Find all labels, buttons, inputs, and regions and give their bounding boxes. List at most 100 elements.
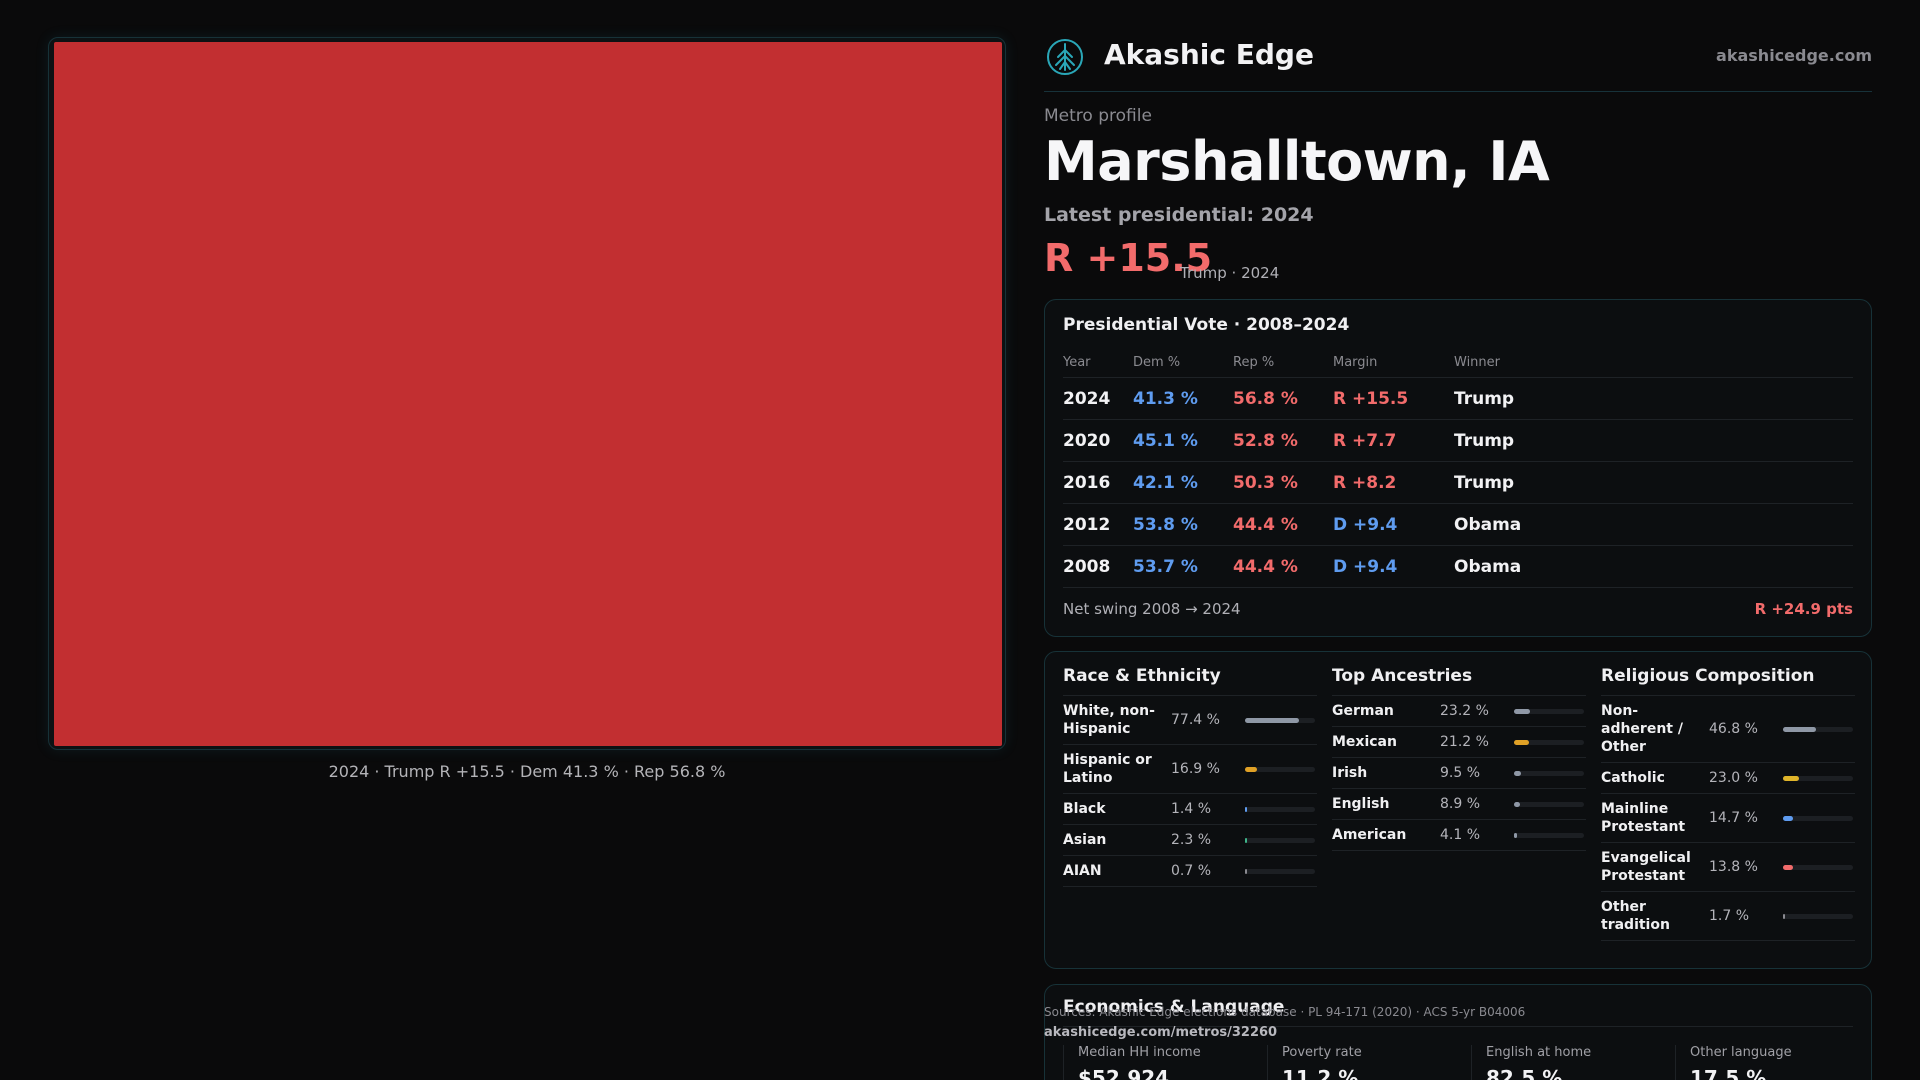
latest-margin: R +15.5 [1044,236,1213,280]
race-title: Race & Ethnicity [1063,666,1317,696]
share-bar [1245,717,1315,723]
rep-cell: 52.8 % [1233,430,1298,451]
margin-cell: D +9.4 [1333,556,1398,577]
dem-cell: 53.7 % [1133,556,1198,577]
demographics-card: Race & Ethnicity White, non-Hispanic 77.4… [1044,651,1872,969]
share-bar-fill [1783,815,1794,821]
share-bar-fill [1245,717,1300,723]
sources-note: Sources: Akashic Edge elections database… [1044,1005,1526,1019]
econ-cell-english: English at home 82.5 % [1471,1045,1661,1080]
net-swing-label: Net swing 2008 → 2024 [1063,600,1241,618]
item-value: 16.9 % [1171,761,1220,777]
share-bar [1245,806,1315,812]
winner-cell: Trump [1454,388,1515,409]
item-value: 8.9 % [1440,796,1481,812]
divider [1063,1026,1853,1027]
dem-cell: 42.1 % [1133,472,1198,493]
list-item: White, non-Hispanic 77.4 % [1063,696,1317,745]
econ-value: 82.5 % [1486,1066,1563,1080]
list-item: English 8.9 % [1332,789,1586,820]
share-bar-fill [1245,766,1257,772]
col-margin: Margin [1333,355,1378,370]
col-rep: Rep % [1233,355,1275,370]
share-bar-fill [1514,708,1531,714]
net-swing-value: R +24.9 pts [1754,600,1853,618]
item-label: American [1332,827,1407,843]
year-cell: 2012 [1063,514,1111,535]
econ-cell-income: Median HH income $52,924 [1063,1045,1253,1080]
profile-panel: Akashic Edge akashicedge.com Metro profi… [1044,0,1872,1080]
table-row: 2008 53.7 % 44.4 % D +9.4 Obama [1063,546,1853,588]
item-value: 9.5 % [1440,765,1481,781]
item-label: Black [1063,801,1106,817]
economics-title: Economics & Language [1063,997,1285,1017]
year-cell: 2024 [1063,388,1111,409]
brand-url[interactable]: akashicedge.com [1716,46,1872,65]
share-bar-fill [1514,832,1517,838]
econ-cell-poverty: Poverty rate 11.2 % [1267,1045,1457,1080]
item-label: Hispanic or Latino [1063,752,1152,786]
metro-map[interactable] [48,37,1006,750]
share-bar [1783,726,1853,732]
list-item: Other tradition 1.7 % [1601,892,1855,941]
vote-card-title: Presidential Vote · 2008–2024 [1063,315,1350,335]
econ-label: Median HH income [1078,1045,1201,1060]
permalink[interactable]: akashicedge.com/metros/32260 [1044,1025,1278,1040]
share-bar-fill [1514,739,1529,745]
item-value: 14.7 % [1709,810,1758,826]
margin-cell: R +7.7 [1333,430,1397,451]
net-swing-row: Net swing 2008 → 2024 R +24.9 pts [1063,600,1853,618]
item-value: 23.2 % [1440,703,1489,719]
year-cell: 2016 [1063,472,1111,493]
share-bar [1514,832,1584,838]
item-value: 1.4 % [1171,801,1212,817]
rep-cell: 50.3 % [1233,472,1298,493]
item-label: English [1332,796,1390,812]
share-bar [1783,815,1853,821]
vote-table: Year Dem % Rep % Margin Winner 2024 41.3… [1063,348,1853,588]
share-bar-fill [1783,864,1793,870]
item-value: 1.7 % [1709,908,1750,924]
race-ethnicity-column: Race & Ethnicity White, non-Hispanic 77.4… [1063,666,1317,887]
item-value: 4.1 % [1440,827,1481,843]
share-bar-fill [1514,770,1521,776]
list-item: Hispanic or Latino 16.9 % [1063,745,1317,794]
econ-value: 17.5 % [1690,1066,1767,1080]
list-item: Evangelical Protestant 13.8 % [1601,843,1855,892]
map-caption: 2024 · Trump R +15.5 · Dem 41.3 % · Rep … [328,762,726,781]
share-bar-fill [1245,806,1248,812]
item-value: 13.8 % [1709,859,1758,875]
list-item: American 4.1 % [1332,820,1586,851]
share-bar [1783,913,1853,919]
share-bar-fill [1514,801,1521,807]
winner-cell: Obama [1454,556,1522,577]
item-label: Asian [1063,832,1107,848]
year-cell: 2008 [1063,556,1111,577]
list-item: Catholic 23.0 % [1601,763,1855,794]
brand-name[interactable]: Akashic Edge [1104,38,1314,71]
latest-margin-sub: Trump · 2024 [1180,264,1280,282]
latest-presidential-label: Latest presidential: 2024 [1044,204,1314,226]
winner-cell: Trump [1454,430,1515,451]
margin-cell: R +15.5 [1333,388,1409,409]
rep-cell: 44.4 % [1233,514,1298,535]
share-bar [1783,775,1853,781]
metro-map-fill [54,42,1002,746]
dem-cell: 53.8 % [1133,514,1198,535]
brand-bar: Akashic Edge akashicedge.com [1044,36,1872,92]
item-label: White, non-Hispanic [1063,703,1155,737]
col-year: Year [1063,355,1091,370]
item-label: Non-adherent / Other [1601,703,1683,755]
item-value: 2.3 % [1171,832,1212,848]
item-label: German [1332,703,1394,719]
item-label: Mainline Protestant [1601,801,1686,835]
share-bar [1783,864,1853,870]
share-bar-fill [1245,837,1248,843]
tree-circle-icon[interactable] [1046,38,1084,76]
share-bar [1514,770,1584,776]
eyebrow-label: Metro profile [1044,106,1152,126]
list-item: Black 1.4 % [1063,794,1317,825]
margin-cell: D +9.4 [1333,514,1398,535]
religion-column: Religious Composition Non-adherent / Oth… [1601,666,1855,941]
econ-label: Other language [1690,1045,1792,1060]
